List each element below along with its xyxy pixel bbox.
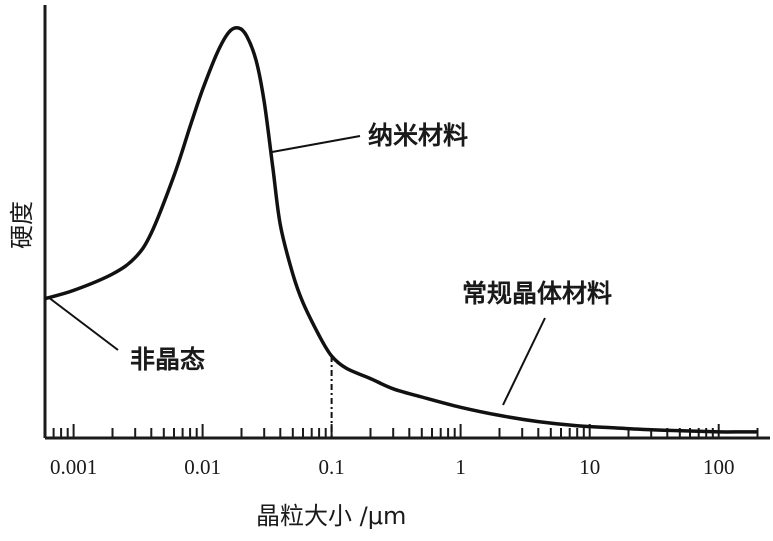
annotation-amorphous: 非晶态 bbox=[130, 345, 205, 374]
hardness-curve bbox=[44, 26, 758, 434]
x-tick-labels: 0.001 0.01 0.1 1 10 100 bbox=[50, 455, 734, 479]
x-tick-label: 0.001 bbox=[50, 455, 97, 479]
annotation-conventional-crystal: 常规晶体材料 bbox=[462, 279, 612, 308]
leader-line-amorphous bbox=[47, 296, 119, 351]
annotation-nano-material: 纳米材料 bbox=[368, 121, 468, 150]
x-tick-label: 10 bbox=[579, 455, 600, 479]
x-tick-label: 1 bbox=[455, 455, 466, 479]
leader-line-conventional bbox=[502, 317, 546, 406]
annotations: 纳米材料 常规晶体材料 非晶态 bbox=[47, 121, 612, 406]
x-tick-label: 0.1 bbox=[318, 455, 344, 479]
x-tick-label: 100 bbox=[703, 455, 735, 479]
y-axis-label: 硬度 bbox=[8, 201, 36, 249]
x-tick-label: 0.01 bbox=[184, 455, 221, 479]
axes bbox=[43, 5, 770, 440]
leader-line-nano bbox=[271, 135, 361, 153]
x-axis-label: 晶粒大小 /μm bbox=[256, 502, 406, 530]
